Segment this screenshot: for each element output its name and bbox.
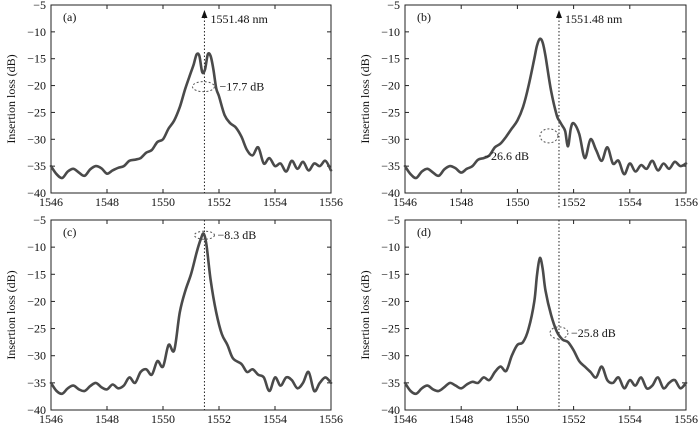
- y-tick-label: −10: [381, 25, 400, 39]
- axes-frame: [404, 219, 687, 411]
- panel-label: (c): [63, 225, 76, 239]
- y-tick-label: −35: [381, 376, 400, 390]
- annotation-circle: [539, 128, 559, 144]
- x-tick-label: 1548: [95, 412, 119, 426]
- x-tick-label: 1554: [618, 195, 642, 209]
- axes-frame: [50, 219, 332, 411]
- y-tick-label: −25: [27, 322, 46, 336]
- x-tick-label: 1546: [393, 195, 417, 209]
- marker-line-label: 1551.48 nm: [565, 12, 623, 26]
- annotation-label: −25.8 dB: [571, 326, 616, 340]
- y-axis-label: Insertion loss (dB): [358, 270, 372, 359]
- y-tick-label: −40: [27, 186, 46, 200]
- x-tick-label: 1556: [674, 412, 698, 426]
- x-tick-label: 1552: [562, 412, 586, 426]
- y-tick-label: −25: [381, 105, 400, 119]
- y-tick-label: −40: [381, 403, 400, 417]
- y-tick-label: −35: [381, 159, 400, 173]
- y-tick-label: −40: [27, 403, 46, 417]
- marker-line-label: 1551.48 nm: [210, 12, 268, 26]
- x-tick-label: 1546: [39, 195, 63, 209]
- annotation-circle: [191, 81, 215, 93]
- y-tick-label: −10: [27, 25, 46, 39]
- annotation-label: −8.3 dB: [217, 228, 256, 242]
- chart-panel-4: 1546 1548 1550 1552 1554 1556 −40 −35 −30 −25 −20 −…: [358, 213, 698, 426]
- y-tick-label: −15: [381, 52, 400, 66]
- panel-label: (d): [417, 225, 431, 239]
- x-tick-label: 1548: [95, 195, 119, 209]
- y-tick-label: −5: [33, 213, 46, 227]
- panel-label: (a): [63, 10, 76, 24]
- x-tick-label: 1554: [263, 412, 287, 426]
- y-tick-label: −20: [27, 294, 46, 308]
- y-axis-label: Insertion loss (dB): [4, 270, 18, 359]
- axes-frame: [50, 4, 332, 194]
- y-tick-label: −35: [27, 376, 46, 390]
- y-tick-label: −25: [27, 105, 46, 119]
- annotation-label: −17.7 dB: [219, 80, 264, 94]
- y-tick-label: −30: [381, 349, 400, 363]
- x-tick-label: 1550: [505, 195, 529, 209]
- x-tick-label: 1550: [505, 412, 529, 426]
- annotation-circle: [193, 230, 215, 240]
- x-tick-label: 1554: [618, 412, 642, 426]
- x-tick-label: 1556: [319, 195, 343, 209]
- x-tick-label: 1552: [562, 195, 586, 209]
- x-tick-label: 1546: [393, 412, 417, 426]
- x-tick-label: 1556: [674, 195, 698, 209]
- y-tick-label: −25: [381, 322, 400, 336]
- y-tick-label: −5: [33, 0, 46, 12]
- y-tick-label: −10: [381, 240, 400, 254]
- annotation-circle: [549, 326, 569, 340]
- series-line-1: [49, 51, 333, 180]
- y-axis-label: Insertion loss (dB): [358, 54, 372, 143]
- x-tick-label: 1552: [207, 195, 231, 209]
- axes-frame: [404, 4, 687, 194]
- y-tick-label: −30: [27, 349, 46, 363]
- annotation-label: −26.6 dB: [484, 149, 529, 163]
- x-tick-label: 1548: [449, 412, 473, 426]
- y-tick-label: −15: [381, 267, 400, 281]
- y-tick-label: −5: [387, 0, 400, 12]
- y-tick-label: −30: [27, 132, 46, 146]
- y-tick-label: −15: [27, 267, 46, 281]
- y-tick-label: −20: [27, 79, 46, 93]
- x-tick-label: 1548: [449, 195, 473, 209]
- series-line-1: [403, 37, 688, 180]
- y-tick-label: −20: [381, 79, 400, 93]
- chart-panel-2: 1546 1548 1550 1552 1554 1556 −40 −35 −30 −25 −20 −…: [358, 0, 698, 209]
- x-tick-label: 1546: [39, 412, 63, 426]
- series-line-1: [49, 232, 333, 396]
- series-line-1: [403, 256, 688, 396]
- chart-panel-3: 1546 1548 1550 1552 1554 1556 −40 −35 −30 −25 −20 −…: [4, 213, 343, 426]
- y-tick-label: −30: [381, 132, 400, 146]
- x-tick-label: 1554: [263, 195, 287, 209]
- x-tick-label: 1550: [151, 412, 175, 426]
- y-tick-label: −5: [387, 213, 400, 227]
- marker-arrowhead: [201, 10, 208, 18]
- y-tick-label: −10: [27, 240, 46, 254]
- y-tick-label: −35: [27, 159, 46, 173]
- x-tick-label: 1556: [319, 412, 343, 426]
- marker-arrowhead: [555, 10, 562, 18]
- x-tick-label: 1552: [207, 412, 231, 426]
- y-tick-label: −20: [381, 294, 400, 308]
- panel-label: (b): [417, 10, 431, 24]
- y-axis-label: Insertion loss (dB): [4, 54, 18, 143]
- y-tick-label: −40: [381, 186, 400, 200]
- y-tick-label: −15: [27, 52, 46, 66]
- chart-panel-1: 1546 1548 1550 1552 1554 1556 −40 −35 −30 −25 −20 −…: [4, 0, 343, 209]
- x-tick-label: 1550: [151, 195, 175, 209]
